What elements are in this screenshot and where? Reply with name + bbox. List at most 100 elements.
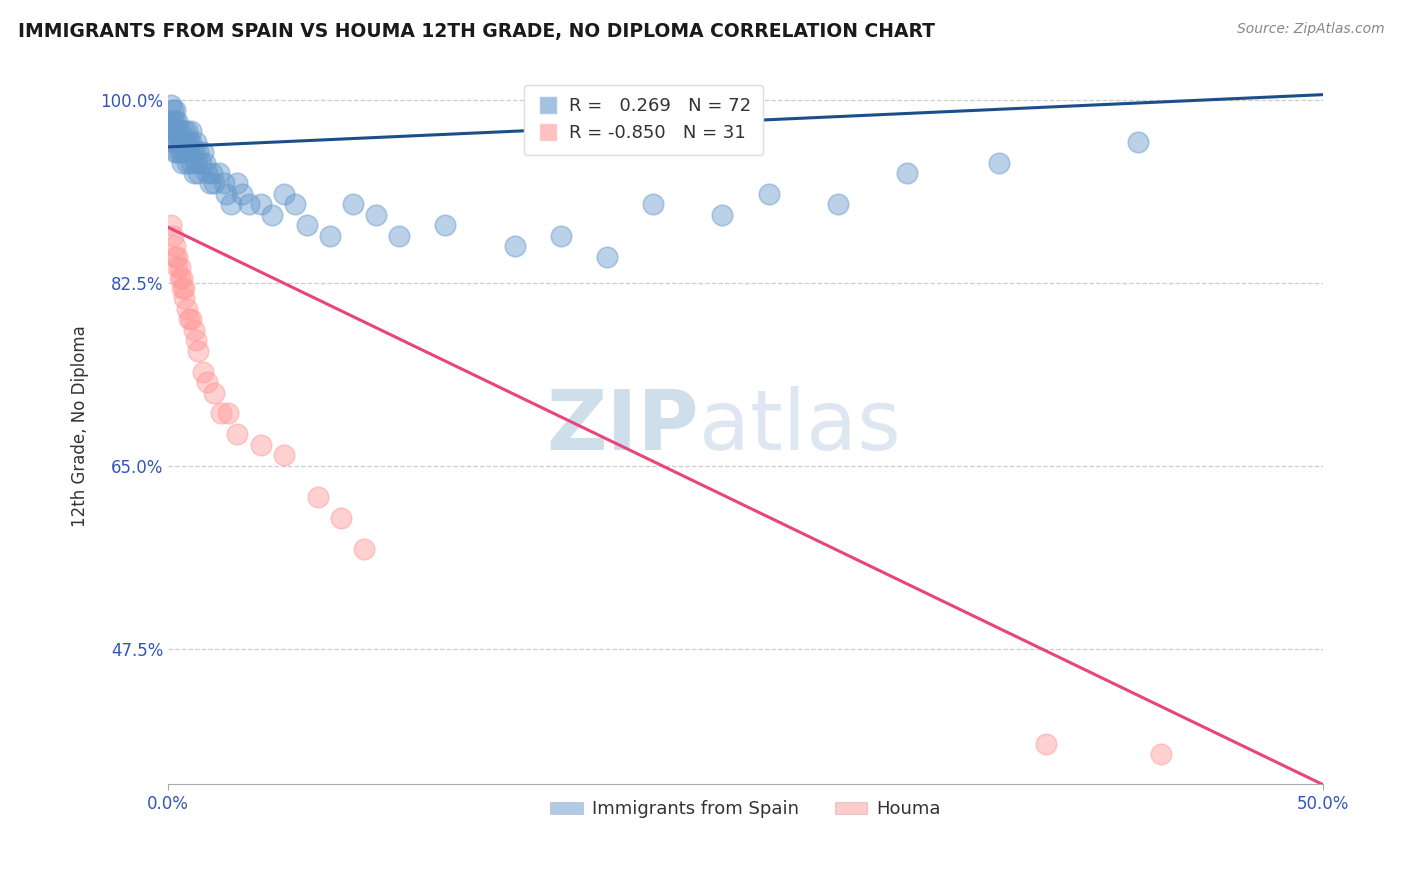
Point — [170, 135, 193, 149]
Point — [183, 145, 205, 160]
Point — [170, 281, 193, 295]
Point — [198, 177, 221, 191]
Point — [162, 124, 184, 138]
Point — [165, 145, 187, 160]
Point — [209, 406, 232, 420]
Point — [165, 250, 187, 264]
Point — [159, 124, 181, 138]
Point — [165, 103, 187, 118]
Point — [170, 270, 193, 285]
Point — [231, 186, 253, 201]
Point — [166, 260, 188, 274]
Point — [711, 208, 734, 222]
Point — [183, 323, 205, 337]
Point — [330, 511, 353, 525]
Point — [758, 186, 780, 201]
Point — [1150, 747, 1173, 761]
Legend: Immigrants from Spain, Houma: Immigrants from Spain, Houma — [543, 793, 948, 825]
Point — [180, 124, 202, 138]
Point — [183, 166, 205, 180]
Y-axis label: 12th Grade, No Diploma: 12th Grade, No Diploma — [72, 326, 89, 527]
Point — [202, 385, 225, 400]
Point — [166, 145, 188, 160]
Point — [284, 197, 307, 211]
Point — [184, 333, 207, 347]
Point — [249, 197, 271, 211]
Point — [166, 135, 188, 149]
Point — [550, 228, 572, 243]
Point — [295, 219, 318, 233]
Point — [827, 197, 849, 211]
Point — [1035, 737, 1057, 751]
Point — [166, 250, 188, 264]
Point — [169, 260, 191, 274]
Point — [173, 145, 195, 160]
Point — [238, 197, 260, 211]
Point — [173, 292, 195, 306]
Point — [353, 542, 375, 557]
Point — [184, 135, 207, 149]
Point — [208, 166, 231, 180]
Point — [177, 312, 200, 326]
Point — [273, 186, 295, 201]
Point — [159, 98, 181, 112]
Point — [197, 375, 219, 389]
Point — [641, 197, 664, 211]
Point — [184, 155, 207, 169]
Point — [215, 186, 238, 201]
Point — [434, 219, 457, 233]
Point — [273, 448, 295, 462]
Point — [177, 135, 200, 149]
Point — [176, 155, 198, 169]
Point — [170, 155, 193, 169]
Point — [307, 490, 329, 504]
Point — [159, 113, 181, 128]
Point — [165, 113, 187, 128]
Point — [173, 124, 195, 138]
Point — [166, 113, 188, 128]
Point — [187, 166, 209, 180]
Point — [342, 197, 364, 211]
Point — [165, 135, 187, 149]
Point — [176, 301, 198, 316]
Point — [191, 365, 214, 379]
Point — [169, 124, 191, 138]
Point — [170, 145, 193, 160]
Point — [388, 228, 411, 243]
Point — [180, 135, 202, 149]
Point — [169, 145, 191, 160]
Point — [162, 135, 184, 149]
Point — [226, 177, 249, 191]
Text: ZIP: ZIP — [547, 386, 699, 467]
Point — [226, 427, 249, 442]
Text: Source: ZipAtlas.com: Source: ZipAtlas.com — [1237, 22, 1385, 37]
Point — [202, 177, 225, 191]
Point — [896, 166, 918, 180]
Point — [219, 197, 242, 211]
Point — [197, 166, 219, 180]
Point — [169, 135, 191, 149]
Point — [162, 228, 184, 243]
Point — [364, 208, 387, 222]
Point — [201, 166, 224, 180]
Text: atlas: atlas — [699, 386, 901, 467]
Point — [503, 239, 526, 253]
Point — [162, 113, 184, 128]
Point — [166, 124, 188, 138]
Point — [176, 135, 198, 149]
Point — [988, 155, 1011, 169]
Text: IMMIGRANTS FROM SPAIN VS HOUMA 12TH GRADE, NO DIPLOMA CORRELATION CHART: IMMIGRANTS FROM SPAIN VS HOUMA 12TH GRAD… — [18, 22, 935, 41]
Point — [249, 438, 271, 452]
Point — [194, 155, 217, 169]
Point — [190, 155, 212, 169]
Point — [191, 145, 214, 160]
Point — [217, 406, 239, 420]
Point — [180, 312, 202, 326]
Point — [173, 281, 195, 295]
Point — [187, 145, 209, 160]
Point — [162, 103, 184, 118]
Point — [1126, 135, 1149, 149]
Point — [165, 124, 187, 138]
Point — [169, 270, 191, 285]
Point — [212, 177, 235, 191]
